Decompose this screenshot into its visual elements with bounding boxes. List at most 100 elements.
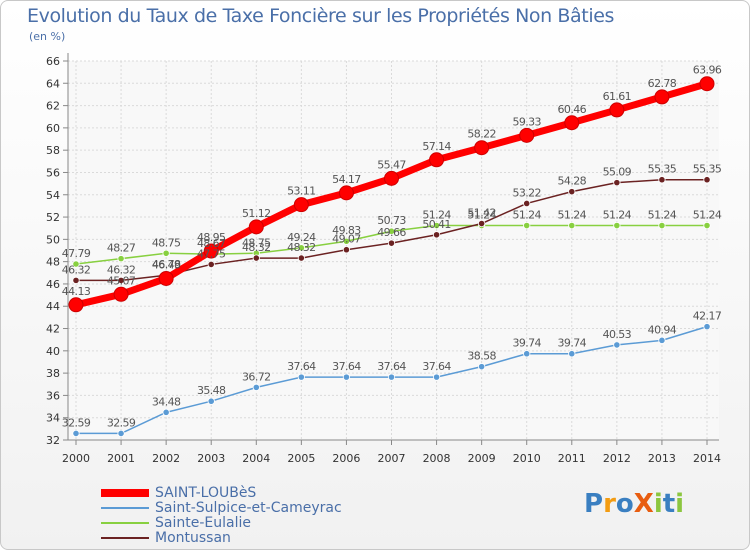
x-tick-label: 2007 — [378, 452, 406, 465]
legend-item-montussan[interactable]: Montussan — [101, 530, 342, 546]
data-point-sainte-eulalie — [523, 221, 531, 230]
data-label-montussan: 48.32 — [287, 241, 316, 254]
data-label-saint-sulpice-et-cameyrac: 34.48 — [152, 395, 181, 408]
data-label-sainte-eulalie: 51.24 — [512, 209, 541, 222]
logo-letter: r — [603, 489, 616, 519]
data-label-saint-loub-s: 46.49 — [152, 258, 181, 271]
data-label-saint-sulpice-et-cameyrac: 32.59 — [62, 416, 91, 429]
data-label-montussan: 46.32 — [107, 263, 136, 276]
data-label-sainte-eulalie: 49.24 — [287, 231, 316, 244]
y-tick-label: 62 — [46, 100, 60, 113]
logo-letter: o — [615, 489, 634, 519]
legend-swatch — [101, 536, 149, 539]
data-label-sainte-eulalie: 48.75 — [152, 236, 181, 249]
x-tick-label: 2008 — [423, 452, 451, 465]
data-label-saint-sulpice-et-cameyrac: 39.74 — [512, 337, 541, 350]
y-tick-label: 32 — [46, 434, 60, 447]
x-tick-label: 2001 — [107, 452, 135, 465]
data-label-sainte-eulalie: 49.83 — [332, 224, 361, 237]
y-tick-label: 64 — [46, 77, 60, 90]
data-label-saint-sulpice-et-cameyrac: 35.48 — [197, 384, 226, 397]
data-label-montussan: 48.32 — [242, 241, 271, 254]
data-label-montussan: 49.66 — [377, 226, 406, 239]
data-label-sainte-eulalie: 48.67 — [197, 237, 226, 250]
data-label-saint-loub-s: 59.33 — [512, 115, 541, 128]
data-point-saint-loub-s — [68, 297, 84, 313]
data-label-sainte-eulalie: 51.24 — [467, 209, 496, 222]
data-point-saint-loub-s — [113, 286, 129, 302]
data-point-saint-loub-s — [429, 152, 445, 168]
x-tick-label: 2010 — [513, 452, 541, 465]
data-point-saint-loub-s — [203, 243, 219, 259]
data-point-saint-sulpice-et-cameyrac — [703, 323, 711, 331]
data-label-saint-loub-s: 44.13 — [62, 285, 91, 298]
proxiti-logo: ProXiti — [584, 489, 684, 519]
data-point-saint-loub-s — [338, 185, 354, 201]
data-label-sainte-eulalie: 51.24 — [648, 209, 677, 222]
data-point-saint-loub-s — [293, 197, 309, 213]
data-label-sainte-eulalie: 48.27 — [107, 242, 136, 255]
data-point-montussan — [568, 188, 576, 196]
logo-letter: i — [675, 489, 685, 519]
data-label-sainte-eulalie: 47.79 — [62, 247, 91, 260]
y-tick-label: 42 — [46, 323, 60, 336]
data-label-sainte-eulalie: 51.24 — [558, 209, 587, 222]
data-point-montussan — [342, 246, 351, 254]
data-point-montussan — [387, 239, 396, 247]
data-point-saint-sulpice-et-cameyrac — [297, 373, 305, 381]
data-label-montussan: 50.41 — [422, 218, 451, 231]
data-point-saint-sulpice-et-cameyrac — [613, 341, 621, 349]
data-label-sainte-eulalie: 48.75 — [242, 236, 271, 249]
data-point-sainte-eulalie — [613, 221, 621, 230]
data-label-montussan: 53.22 — [512, 186, 541, 199]
data-label-saint-loub-s: 61.61 — [603, 90, 632, 103]
data-point-sainte-eulalie — [703, 221, 711, 230]
data-point-montussan — [117, 276, 125, 284]
data-point-montussan — [252, 254, 260, 262]
data-label-saint-sulpice-et-cameyrac: 39.74 — [558, 337, 587, 350]
data-label-saint-sulpice-et-cameyrac: 37.64 — [287, 360, 316, 373]
data-point-saint-loub-s — [384, 170, 399, 186]
logo-letter: P — [584, 489, 604, 519]
y-tick-label: 44 — [46, 300, 60, 313]
logo-letter: i — [653, 489, 663, 519]
data-point-saint-loub-s — [609, 102, 625, 118]
data-point-sainte-eulalie — [658, 221, 666, 230]
data-label-sainte-eulalie: 50.73 — [377, 214, 406, 227]
data-label-saint-sulpice-et-cameyrac: 40.94 — [648, 323, 677, 336]
legend-item-saint-loubes[interactable]: SAINT-LOUBèS — [101, 485, 342, 501]
data-point-montussan — [658, 176, 666, 184]
data-label-sainte-eulalie: 51.24 — [603, 209, 632, 222]
y-tick-label: 52 — [46, 211, 60, 224]
legend-swatch — [101, 506, 149, 509]
data-point-montussan — [523, 199, 531, 208]
data-label-saint-loub-s: 58.22 — [467, 128, 496, 141]
legend-item-sainte-eulalie[interactable]: Sainte-Eulalie — [101, 515, 342, 531]
data-point-montussan — [613, 179, 621, 187]
data-label-saint-sulpice-et-cameyrac: 37.64 — [422, 360, 451, 373]
y-tick-label: 34 — [46, 412, 60, 425]
data-label-saint-loub-s: 60.46 — [558, 103, 587, 116]
data-point-sainte-eulalie — [387, 227, 396, 235]
data-label-saint-loub-s: 45.07 — [107, 274, 136, 287]
y-tick-label: 50 — [46, 233, 60, 246]
data-point-saint-sulpice-et-cameyrac — [658, 336, 666, 344]
data-label-saint-sulpice-et-cameyrac: 37.64 — [377, 360, 406, 373]
data-point-saint-loub-s — [564, 115, 580, 131]
data-point-montussan — [703, 176, 711, 184]
data-label-saint-sulpice-et-cameyrac: 40.53 — [603, 328, 632, 341]
legend-item-saint-sulpice[interactable]: Saint-Sulpice-et-Cameyrac — [101, 499, 342, 516]
data-point-saint-loub-s — [158, 270, 174, 286]
data-label-saint-loub-s: 63.96 — [693, 64, 722, 77]
data-point-saint-sulpice-et-cameyrac — [568, 350, 576, 358]
data-point-saint-sulpice-et-cameyrac — [432, 373, 441, 381]
x-tick-label: 2012 — [603, 452, 631, 465]
y-tick-label: 38 — [46, 367, 60, 380]
data-label-montussan: 46.32 — [62, 263, 91, 276]
data-label-montussan: 55.09 — [603, 166, 632, 179]
x-tick-label: 2004 — [242, 452, 270, 465]
y-tick-label: 56 — [46, 166, 60, 179]
legend-label: Saint-Sulpice-et-Cameyrac — [155, 499, 342, 516]
data-point-sainte-eulalie — [297, 244, 305, 252]
